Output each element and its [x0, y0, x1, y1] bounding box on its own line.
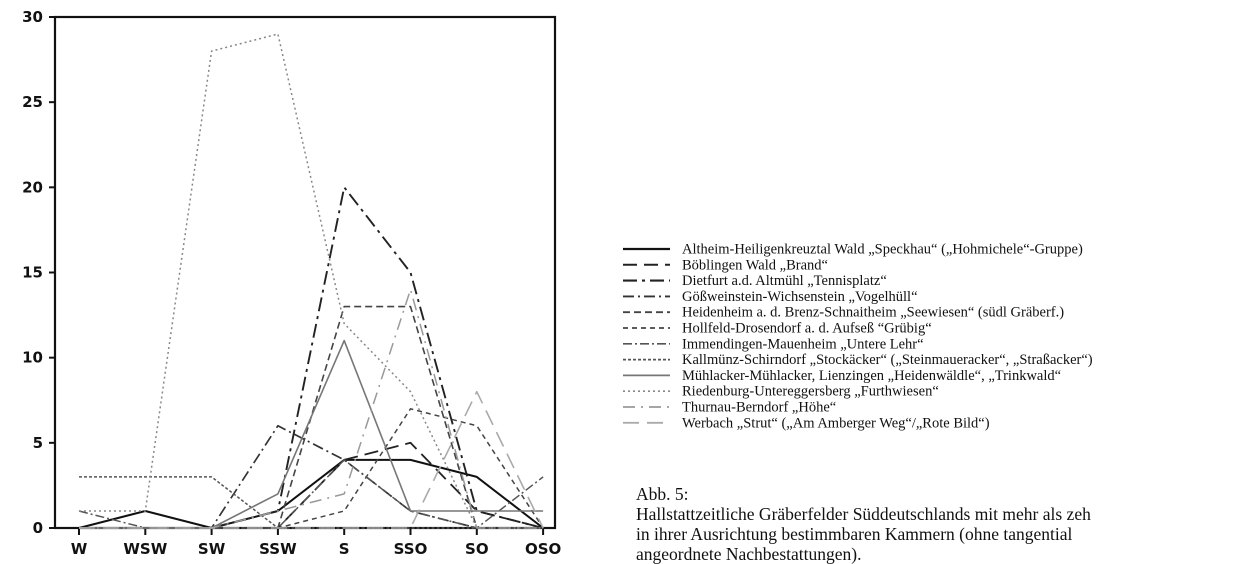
x-tick-label: SSO	[394, 540, 428, 558]
x-axis-ticks: W WSW SW SSW S SSO SO OSO	[71, 528, 561, 558]
chart-legend: Altheim-Heiligenkreuztal Wald „Speckhau“…	[623, 242, 1093, 431]
chart-axes	[53, 15, 557, 530]
legend-label: Kallmünz-Schirndorf „Stockäcker“ („Stein…	[682, 352, 1093, 368]
x-tick-label: OSO	[525, 540, 561, 558]
plot-frame	[53, 15, 557, 530]
legend-label: Gößweinstein-Wichsenstein „Vogelhüll“	[682, 289, 918, 305]
figure-caption: Abb. 5: Hallstattzeitliche Gräberfelder …	[636, 484, 1248, 564]
legend-label: Mühlacker-Mühlacker, Lienzingen „Heidenw…	[682, 368, 1061, 384]
series-line	[79, 390, 544, 529]
series-line	[79, 476, 544, 529]
chart-series	[78, 33, 544, 529]
caption-text-line: angeordnete Nachbestattungen).	[636, 544, 862, 564]
legend-label: Thurnau-Berndorf „Höhe“	[682, 400, 836, 416]
x-tick-label: SO	[465, 540, 489, 558]
y-tick-label: 25	[22, 93, 43, 111]
legend-label: Immendingen-Mauenheim „Untere Lehr“	[682, 336, 924, 352]
x-tick-label: SSW	[259, 540, 297, 558]
x-tick-label: SW	[198, 540, 226, 558]
y-tick-label: 10	[22, 349, 43, 367]
y-tick-label: 15	[22, 264, 43, 282]
x-tick-label: W	[71, 540, 88, 558]
legend-label: Dietfurt a.d. Altmühl „Tennisplatz“	[682, 273, 887, 289]
series-line	[79, 186, 544, 529]
caption-text-line: in ihrer Ausrichtung bestimmbaren Kammer…	[636, 524, 1073, 544]
y-tick-label: 0	[33, 519, 43, 537]
y-tick-label: 5	[33, 434, 43, 452]
series-line	[79, 33, 544, 529]
legend-label: Altheim-Heiligenkreuztal Wald „Speckhau“…	[682, 242, 1083, 258]
legend-label: Böblingen Wald „Brand“	[682, 257, 828, 273]
legend-label: Riedenburg-Untereggersberg „Furthwiesen“	[682, 384, 939, 400]
x-tick-label: S	[339, 540, 350, 558]
legend-label: Werbach „Strut“ („Am Amberger Weg“/„Rote…	[682, 415, 990, 431]
caption-text-line: Hallstattzeitliche Gräberfelder Süddeuts…	[636, 504, 1091, 524]
x-tick-label: WSW	[123, 540, 167, 558]
legend-label: Hollfeld-Drosendorf a. d. Aufseß “Grübig…	[682, 321, 932, 337]
series-line	[79, 441, 544, 529]
series-line	[79, 288, 544, 529]
y-tick-label: 20	[22, 178, 43, 196]
y-axis-ticks: 0 5 10 15 20 25 30	[22, 8, 55, 537]
caption-label: Abb. 5:	[636, 484, 689, 504]
y-tick-label: 30	[22, 8, 43, 26]
series-line	[79, 424, 544, 529]
series-line	[79, 408, 544, 529]
legend-label: Heidenheim a. d. Brenz-Schnaitheim „Seew…	[682, 305, 1064, 321]
